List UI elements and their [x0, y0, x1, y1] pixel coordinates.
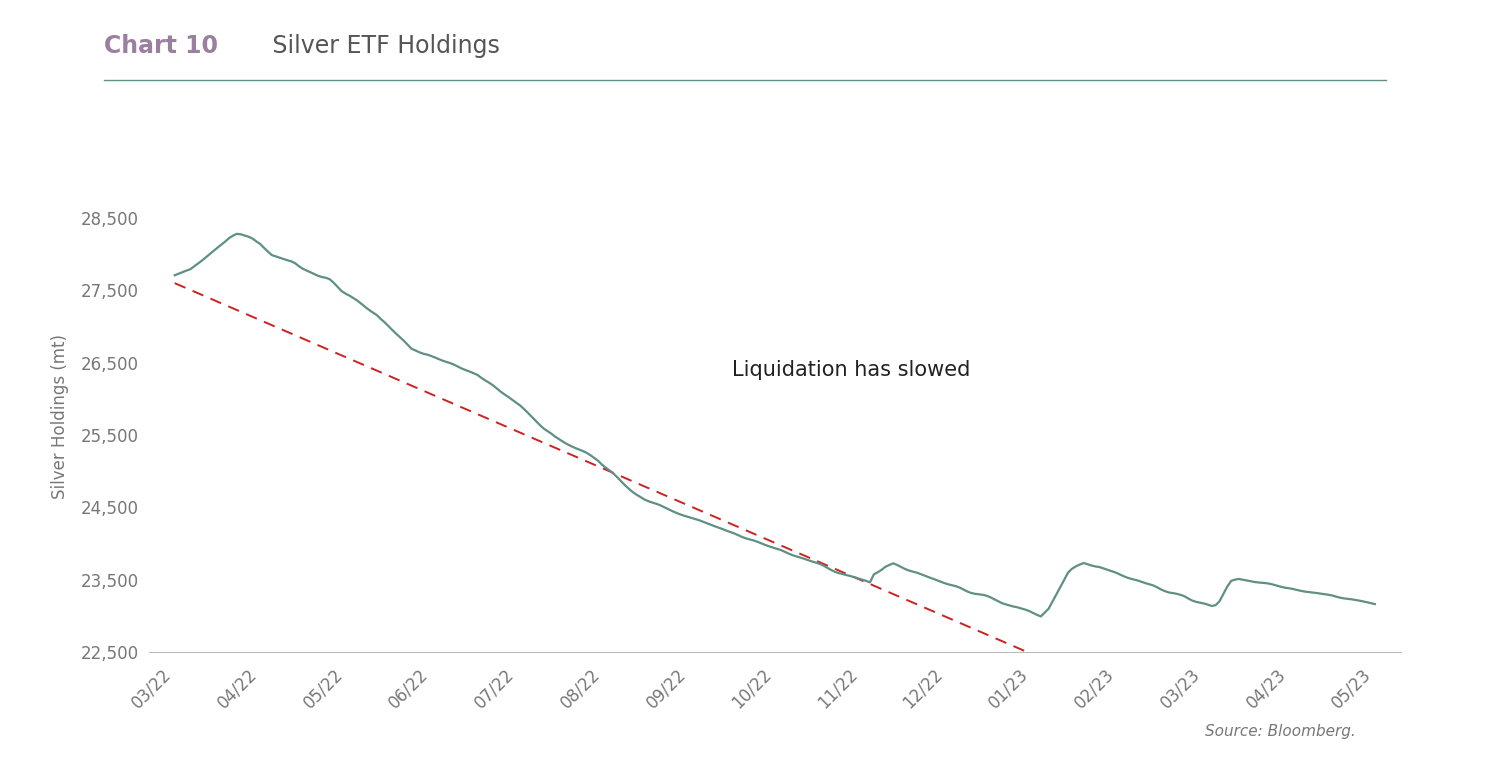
Text: Chart 10: Chart 10 — [104, 34, 219, 58]
Text: Source: Bloomberg.: Source: Bloomberg. — [1205, 724, 1356, 739]
Y-axis label: Silver Holdings (mt): Silver Holdings (mt) — [51, 334, 70, 500]
Text: Silver ETF Holdings: Silver ETF Holdings — [265, 34, 501, 58]
Text: Liquidation has slowed: Liquidation has slowed — [732, 360, 970, 380]
